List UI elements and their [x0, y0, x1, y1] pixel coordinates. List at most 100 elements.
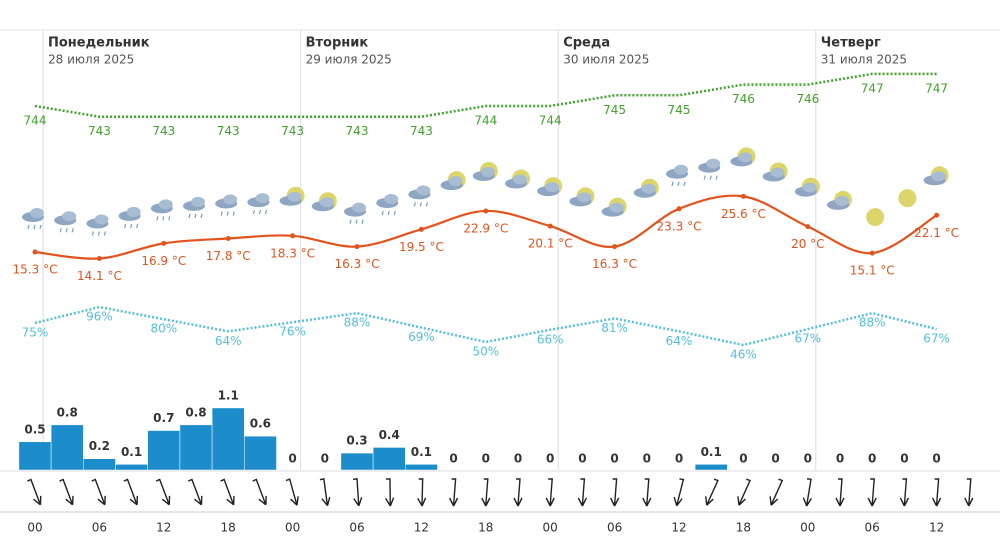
- cloud: [287, 191, 302, 202]
- precip-bar: [211, 407, 245, 471]
- weather-icon: [247, 193, 270, 215]
- arrow: [59, 478, 74, 506]
- arrow: [802, 478, 812, 507]
- cloud: [191, 196, 205, 207]
- cloud: [352, 202, 366, 213]
- rain-drop: [130, 223, 133, 229]
- rain-drop: [258, 210, 261, 215]
- temperature-label: 25.6 °C: [721, 207, 766, 221]
- arrow: [91, 478, 106, 506]
- cloud: [126, 206, 141, 217]
- day-date: 29 июля 2025: [306, 53, 392, 67]
- temperature-label: 22.9 °C: [463, 221, 508, 235]
- weather-icon: [472, 161, 498, 181]
- humidity-label: 64%: [215, 334, 242, 348]
- arrow: [513, 478, 523, 507]
- weather-icon: [86, 214, 109, 236]
- precip-label: 0: [482, 452, 490, 466]
- precip-label: 0: [643, 452, 651, 466]
- wind-arrow: [513, 478, 523, 507]
- weather-icon: [633, 178, 659, 198]
- weather-icon: [311, 192, 337, 212]
- weather-icon: [376, 193, 399, 216]
- humidity-label: 69%: [408, 330, 435, 344]
- cloud: [513, 174, 527, 185]
- day-date: 30 июля 2025: [563, 53, 649, 67]
- precip-label: 0: [514, 452, 522, 466]
- temperature-label: 20.1 °C: [528, 237, 573, 251]
- pressure-label: 743: [217, 124, 240, 138]
- weather-icon: [730, 147, 756, 167]
- temperature-label: 18.3 °C: [270, 246, 315, 260]
- precip-label: 0: [868, 452, 876, 466]
- temperature-label: 22.1 °C: [914, 226, 959, 240]
- weather-icon: [762, 162, 788, 182]
- wind-arrow: [769, 478, 784, 506]
- temperature-label: 19.5 °C: [399, 240, 444, 254]
- temperature-label: 15.1 °C: [850, 264, 895, 278]
- arrow: [26, 478, 42, 506]
- arrow: [385, 478, 395, 507]
- temperature-point: [934, 212, 940, 218]
- rain-drop: [349, 219, 352, 224]
- time-label: 18: [736, 521, 751, 535]
- time-label: 12: [414, 521, 429, 535]
- pressure-label: 743: [346, 124, 369, 138]
- rain-drop: [220, 211, 223, 216]
- temperature-point: [805, 224, 811, 230]
- humidity-label: 75%: [22, 326, 49, 340]
- precip-label: 0.1: [411, 445, 432, 459]
- temperature-point: [676, 206, 682, 212]
- wind-arrow: [26, 478, 42, 506]
- precip-bar: [147, 430, 181, 471]
- arrow: [187, 478, 203, 506]
- cloud: [545, 182, 560, 193]
- precip-bar: [83, 458, 116, 471]
- wind-arrow: [417, 478, 427, 507]
- temperature-label: 23.3 °C: [657, 219, 702, 233]
- pressure-label: 744: [474, 114, 497, 128]
- rain-drop: [226, 211, 229, 216]
- weather-icon: [440, 171, 466, 191]
- temperature-point: [32, 249, 38, 255]
- pressure-label: 743: [410, 124, 433, 138]
- rain-drop: [65, 228, 68, 233]
- wind-arrow: [642, 478, 652, 507]
- pressure-label: 744: [24, 114, 47, 128]
- arrow: [448, 478, 459, 507]
- temperature-point: [290, 233, 296, 239]
- arrow: [155, 478, 171, 506]
- weather-icon: [923, 166, 949, 186]
- time-label: 06: [865, 521, 880, 535]
- cloud: [706, 158, 721, 169]
- precip-label: 0.8: [57, 405, 78, 419]
- precip-label: 0: [288, 452, 296, 466]
- temperature-point: [225, 236, 231, 241]
- wind-arrow: [609, 478, 620, 507]
- wind-arrow: [899, 478, 910, 507]
- rain-drop: [188, 213, 191, 219]
- time-label: 00: [800, 521, 815, 535]
- precip-label: 0: [739, 452, 747, 466]
- time-label: 00: [543, 521, 558, 535]
- rain-drop: [33, 224, 36, 230]
- time-label: 18: [478, 521, 493, 535]
- precip-bar: [694, 464, 728, 471]
- pressure-label: 746: [796, 92, 819, 106]
- rain-drop: [387, 210, 390, 216]
- wind-arrow: [385, 478, 395, 507]
- rain-drop: [683, 181, 686, 186]
- rain-drop: [59, 228, 62, 233]
- weather-icon: [569, 187, 595, 207]
- day-name: Среда: [563, 36, 610, 51]
- arrow: [417, 478, 427, 507]
- weather-icon: [866, 208, 885, 227]
- rain-drop: [709, 175, 712, 180]
- cloud: [223, 194, 238, 205]
- weather-icon: [183, 196, 205, 219]
- pressure-label: 743: [281, 124, 304, 138]
- temperature-point: [161, 240, 167, 246]
- rain-drop: [264, 210, 267, 215]
- humidity-label: 81%: [601, 321, 628, 335]
- arrow: [835, 478, 845, 507]
